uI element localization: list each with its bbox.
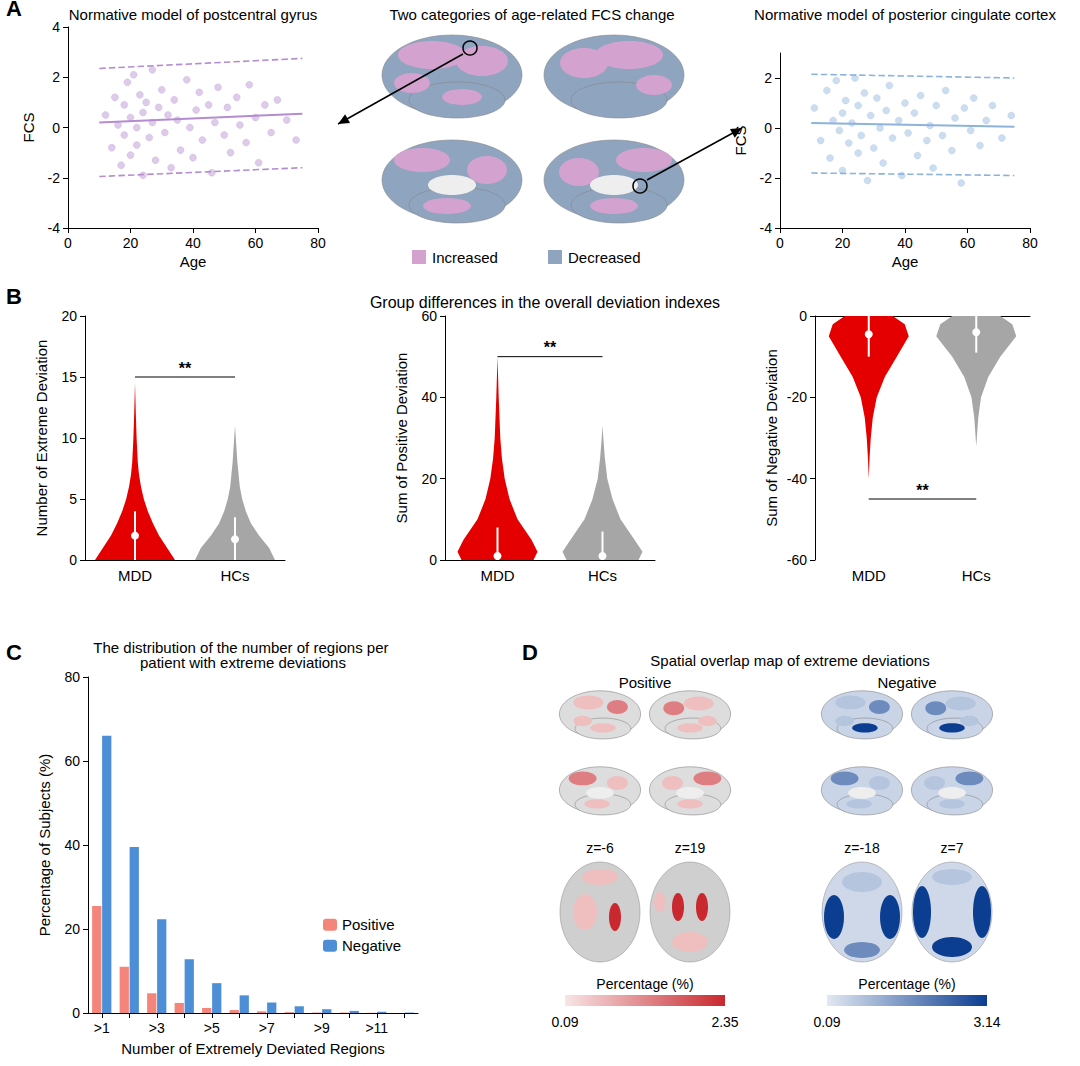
svg-text:0: 0 <box>72 1005 80 1021</box>
svg-text:Percentage (%): Percentage (%) <box>858 976 955 992</box>
svg-text:MDD: MDD <box>118 567 152 584</box>
svg-text:0: 0 <box>52 120 60 136</box>
svg-text:4: 4 <box>52 19 60 35</box>
svg-text:2.35: 2.35 <box>711 1014 738 1030</box>
svg-text:HCs: HCs <box>220 567 249 584</box>
svg-text:-40: -40 <box>787 471 807 487</box>
svg-text:**: ** <box>544 339 557 356</box>
svg-text:80: 80 <box>1022 235 1038 251</box>
svg-text:D: D <box>522 640 538 665</box>
svg-text:0.09: 0.09 <box>813 1014 840 1030</box>
svg-text:z=19: z=19 <box>675 840 706 856</box>
svg-text:-60: -60 <box>787 552 807 568</box>
svg-text:0: 0 <box>799 308 807 324</box>
svg-text:0.09: 0.09 <box>551 1014 578 1030</box>
svg-text:Negative: Negative <box>342 937 401 954</box>
svg-text:Sum of Positive Deviation: Sum of Positive Deviation <box>393 353 410 524</box>
svg-text:Number of Extremely Deviated R: Number of Extremely Deviated Regions <box>121 1040 384 1057</box>
svg-text:60: 60 <box>960 235 976 251</box>
svg-text:>9: >9 <box>314 1020 330 1036</box>
svg-text:Normative model of posterior c: Normative model of posterior cingulate c… <box>754 6 1056 23</box>
svg-text:20: 20 <box>835 235 851 251</box>
svg-text:FCS: FCS <box>732 126 749 156</box>
svg-text:20: 20 <box>421 471 437 487</box>
svg-text:-4: -4 <box>48 220 61 236</box>
svg-text:0: 0 <box>69 552 77 568</box>
svg-text:80: 80 <box>310 235 326 251</box>
svg-text:Percentage (%): Percentage (%) <box>596 976 693 992</box>
svg-text:3.14: 3.14 <box>973 1014 1000 1030</box>
svg-text:Two categories of age-related: Two categories of age-related FCS change <box>389 6 674 23</box>
svg-text:20: 20 <box>61 308 77 324</box>
svg-text:>7: >7 <box>259 1020 275 1036</box>
svg-text:0: 0 <box>776 235 784 251</box>
svg-text:2: 2 <box>52 69 60 85</box>
svg-text:Negative: Negative <box>877 674 936 691</box>
svg-text:-20: -20 <box>787 389 807 405</box>
svg-text:Age: Age <box>892 253 919 270</box>
svg-text:>11: >11 <box>365 1020 388 1036</box>
svg-text:Sum of Negative Deviation: Sum of Negative Deviation <box>763 349 780 527</box>
svg-text:z=-6: z=-6 <box>586 840 614 856</box>
svg-text:Number of Extreme Deviation: Number of Extreme Deviation <box>33 340 50 537</box>
svg-text:0: 0 <box>764 120 772 136</box>
svg-text:The distribution of the number: The distribution of the number of region… <box>93 639 393 656</box>
svg-text:Decreased: Decreased <box>568 249 641 266</box>
svg-text:5: 5 <box>69 491 77 507</box>
svg-text:**: ** <box>179 360 192 377</box>
svg-text:z=7: z=7 <box>941 840 964 856</box>
svg-text:15: 15 <box>61 369 77 385</box>
svg-text:60: 60 <box>64 753 80 769</box>
svg-text:40: 40 <box>64 837 80 853</box>
svg-text:MDD: MDD <box>480 567 514 584</box>
svg-text:**: ** <box>916 482 929 499</box>
svg-text:-2: -2 <box>760 170 773 186</box>
svg-text:>3: >3 <box>149 1020 165 1036</box>
svg-text:Spatial overlap map of extreme: Spatial overlap map of extreme deviation… <box>650 652 929 669</box>
svg-text:Positive: Positive <box>342 916 395 933</box>
svg-text:>1: >1 <box>94 1020 110 1036</box>
svg-text:2: 2 <box>764 70 772 86</box>
svg-text:C: C <box>6 640 22 665</box>
svg-text:20: 20 <box>123 235 139 251</box>
svg-text:-2: -2 <box>48 170 61 186</box>
svg-text:FCS: FCS <box>20 113 37 143</box>
svg-text:z=-18: z=-18 <box>844 840 880 856</box>
svg-text:B: B <box>6 284 22 309</box>
svg-text:-4: -4 <box>760 220 773 236</box>
svg-text:HCs: HCs <box>962 567 991 584</box>
svg-text:patient with extreme deviation: patient with extreme deviations <box>140 654 346 671</box>
svg-text:0: 0 <box>429 552 437 568</box>
svg-text:0: 0 <box>64 235 72 251</box>
svg-text:Age: Age <box>180 253 207 270</box>
svg-text:MDD: MDD <box>852 567 886 584</box>
svg-text:10: 10 <box>61 430 77 446</box>
svg-text:40: 40 <box>897 235 913 251</box>
svg-text:A: A <box>6 0 22 21</box>
svg-text:80: 80 <box>64 669 80 685</box>
svg-text:60: 60 <box>248 235 264 251</box>
svg-text:60: 60 <box>421 308 437 324</box>
svg-text:Increased: Increased <box>432 249 498 266</box>
svg-text:Percentage of Subjects (%): Percentage of Subjects (%) <box>36 754 53 937</box>
svg-text:HCs: HCs <box>588 567 617 584</box>
svg-text:40: 40 <box>421 389 437 405</box>
svg-text:40: 40 <box>185 235 201 251</box>
svg-text:>5: >5 <box>204 1020 220 1036</box>
svg-text:Group differences in the overa: Group differences in the overall deviati… <box>370 294 720 311</box>
svg-text:Normative model of postcentral: Normative model of postcentral gyrus <box>69 6 317 23</box>
svg-text:Positive: Positive <box>619 674 672 691</box>
svg-text:20: 20 <box>64 921 80 937</box>
